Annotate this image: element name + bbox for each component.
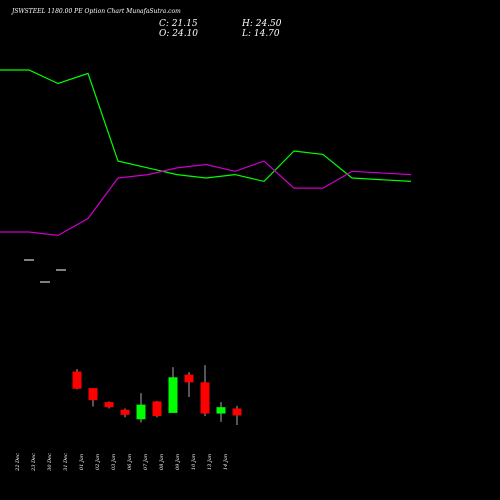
x-tick-label: 07 Jan <box>143 454 149 470</box>
high-value: H: 24.50 <box>242 19 282 29</box>
candle-body-06-jan <box>136 404 146 420</box>
x-tick-label: 01 Jan <box>79 454 85 470</box>
x-tick-label: 13 Jan <box>207 454 213 470</box>
x-tick-label: 08 Jan <box>159 454 165 470</box>
x-tick-label: 14 Jan <box>223 454 229 470</box>
low-value: L: 14.70 <box>242 29 280 39</box>
candle-body-31-dec <box>72 371 82 389</box>
x-tick-label: 30 Dec <box>47 453 53 471</box>
candle-body-13-jan <box>216 407 226 414</box>
candle-body-09-jan <box>184 374 194 383</box>
candle-body-07-jan <box>152 401 162 417</box>
x-tick-label: 10 Jan <box>191 454 197 470</box>
open-value: O: 24.10 <box>159 29 199 39</box>
x-tick-label: 23 Dec <box>31 453 37 472</box>
candle-body-03-jan <box>120 409 130 415</box>
chart-title: JSWSTEEL 1180.00 PE Option Chart MunafaS… <box>12 8 181 15</box>
x-tick-label: 22 Dec <box>15 453 21 472</box>
candle-body-02-jan <box>104 402 114 408</box>
close-value: C: 21.15 <box>159 19 198 29</box>
x-tick-label: 31 Dec <box>63 453 69 471</box>
x-tick-label: 03 Jan <box>111 454 117 470</box>
series-line-2 <box>0 160 412 237</box>
x-tick-label: 02 Jan <box>95 454 101 470</box>
x-tick-label: 09 Jan <box>175 454 181 470</box>
candle-body-08-jan <box>168 377 178 413</box>
candle-body-14-jan <box>232 408 242 416</box>
x-tick-label: 06 Jan <box>127 454 133 470</box>
candle-body-01-jan <box>88 388 98 401</box>
series-line-1 <box>0 69 412 183</box>
candle-body-10-jan <box>200 382 210 414</box>
